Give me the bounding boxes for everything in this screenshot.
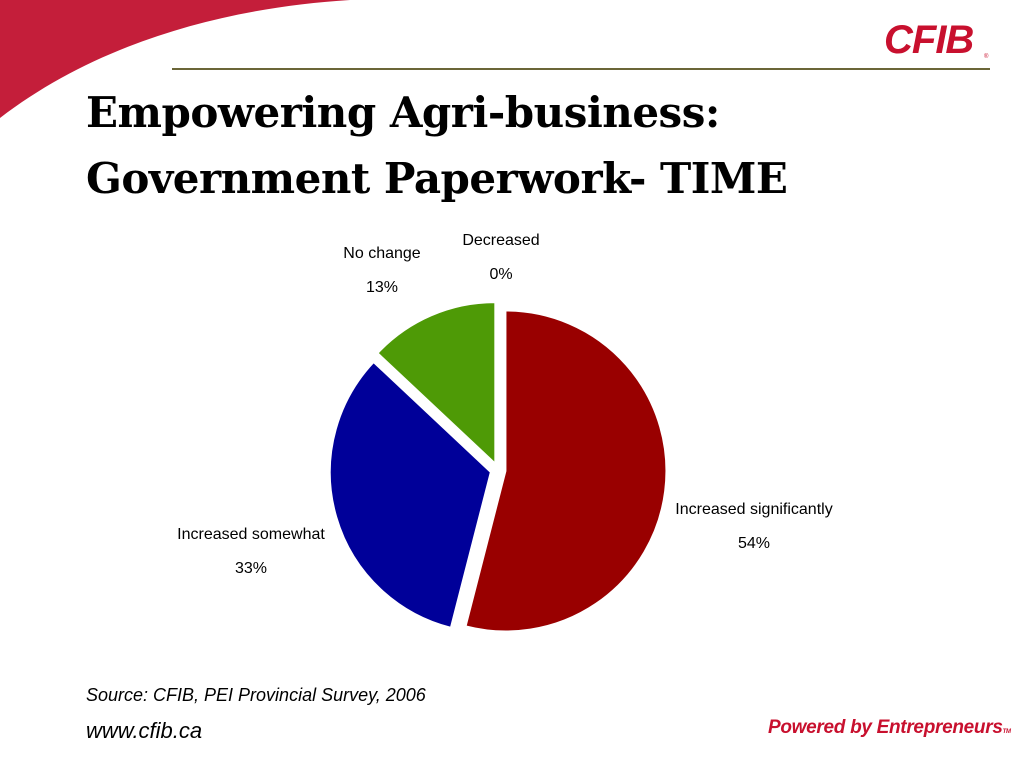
tagline-text: Powered by Entrepreneurs (768, 717, 1003, 738)
slice-value-no-change: 13% (366, 279, 398, 296)
pie-slice-increased-somewhat (329, 361, 491, 628)
slice-label-decreased: Decreased (462, 232, 539, 249)
pie-slice-no-change (377, 302, 496, 464)
tagline: Powered by EntrepreneursTM (768, 717, 1011, 739)
slice-label-no-change: No change (343, 245, 420, 262)
slice-label-increased-significantly: Increased significantly (675, 501, 832, 518)
slice-value-decreased: 0% (489, 266, 512, 283)
header-rule (172, 68, 990, 70)
pie-slice-increased-significantly (465, 310, 667, 632)
corner-swoosh (0, 0, 350, 118)
slide-title: Empowering Agri-business: Government Pap… (86, 80, 788, 212)
slide-title-line-2: Government Paperwork- TIME (86, 154, 788, 203)
slice-label-increased-somewhat: Increased somewhat (177, 526, 325, 543)
trademark-mark: TM (1002, 729, 1011, 735)
website-link[interactable]: www.cfib.ca (86, 718, 203, 743)
cfib-logo: CFIB (884, 18, 974, 62)
source-note: Source: CFIB, PEI Provincial Survey, 200… (86, 685, 426, 705)
slice-value-increased-somewhat: 33% (235, 560, 267, 577)
slide-title-line-1: Empowering Agri-business: (86, 88, 720, 137)
registered-mark: ® (984, 54, 989, 60)
slice-value-increased-significantly: 54% (738, 535, 770, 552)
